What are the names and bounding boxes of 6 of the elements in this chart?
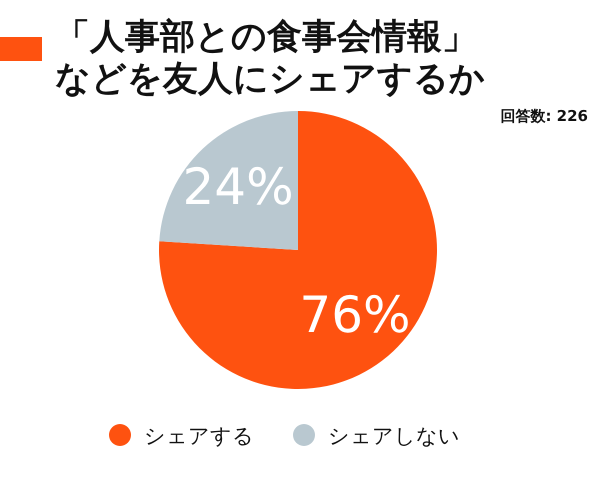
data-label: 76% (299, 286, 411, 344)
text: 回答数: 226 (500, 107, 588, 125)
legend-label: シェアする (144, 424, 254, 448)
legend-label: シェアしない (328, 424, 460, 448)
data-label: 24% (182, 158, 294, 216)
title: 「人事部との食事会情報」などを友人にシェアするか (55, 17, 485, 99)
